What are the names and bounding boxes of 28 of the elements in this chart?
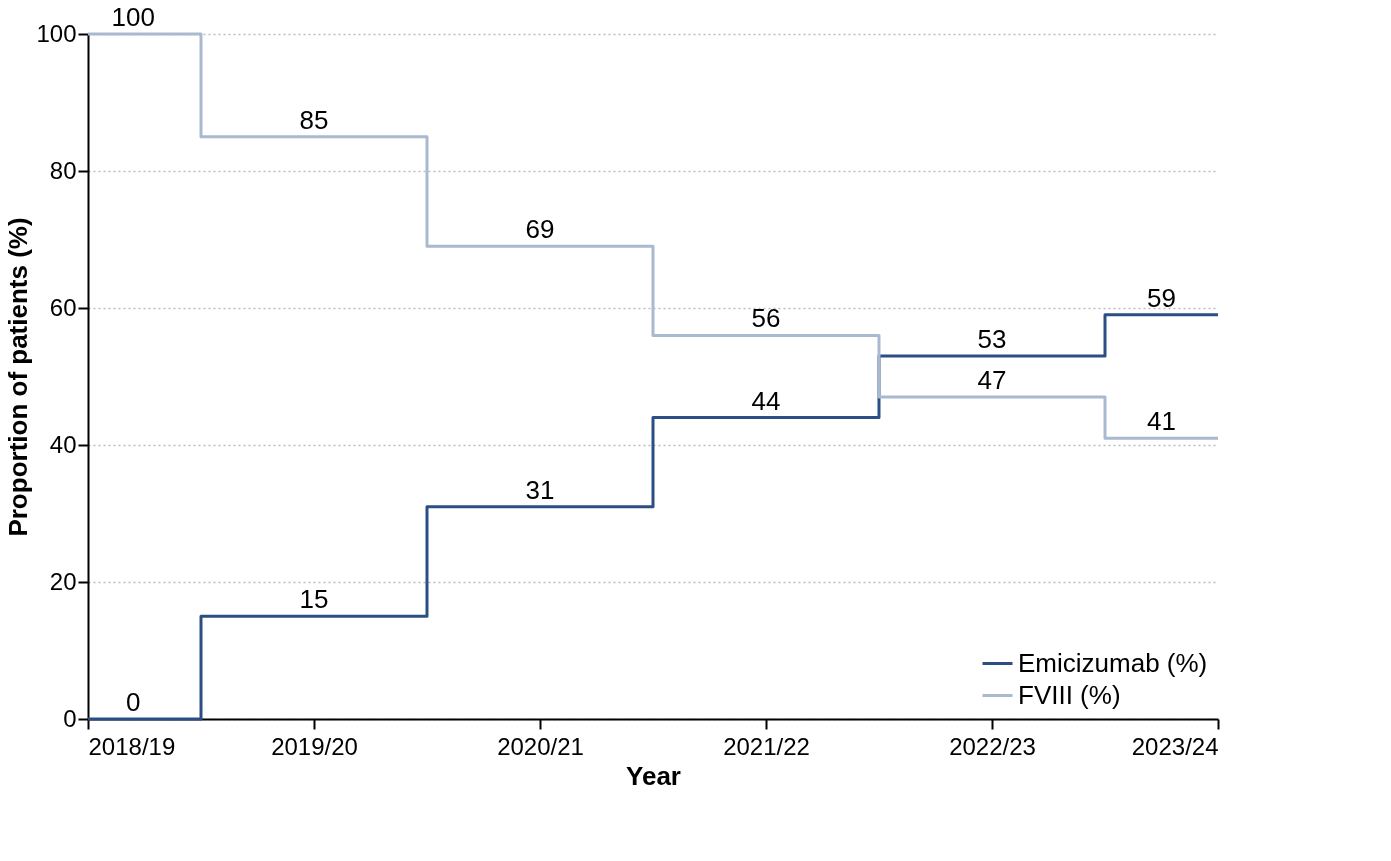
y-tick-label: 40 <box>49 430 77 458</box>
data-label: 41 <box>1147 406 1176 437</box>
data-label: 69 <box>525 214 555 245</box>
x-axis-title: Year <box>626 760 681 791</box>
y-tick-label: 60 <box>49 293 77 321</box>
data-label: 53 <box>977 323 1007 354</box>
y-axis-title: Proportion of patients (%) <box>3 217 34 537</box>
data-label: 47 <box>977 365 1007 396</box>
x-tick-label: 2020/21 <box>497 732 584 760</box>
legend-label: Emicizumab (%) <box>1018 647 1208 678</box>
x-tick-label: 2022/23 <box>949 732 1036 760</box>
y-tick-label: 20 <box>49 567 77 595</box>
y-tick-label: 80 <box>49 156 77 184</box>
data-label: 15 <box>299 584 329 615</box>
data-label: 0 <box>125 687 141 717</box>
x-tick-label: 2018/19 <box>88 732 176 760</box>
legend-label: FVIII (%) <box>1018 679 1121 710</box>
x-tick-label: 2019/20 <box>271 732 358 760</box>
data-label: 100 <box>111 2 155 32</box>
x-tick-label: 2021/22 <box>723 732 810 760</box>
data-label: 31 <box>525 474 555 505</box>
data-label: 85 <box>299 104 329 135</box>
data-label: 56 <box>751 303 781 334</box>
x-tick-label: 2023/24 <box>1131 732 1219 760</box>
data-label: 44 <box>751 385 781 416</box>
data-label: 59 <box>1147 282 1176 313</box>
y-tick-label: 0 <box>63 704 77 732</box>
y-tick-label: 100 <box>36 19 77 47</box>
